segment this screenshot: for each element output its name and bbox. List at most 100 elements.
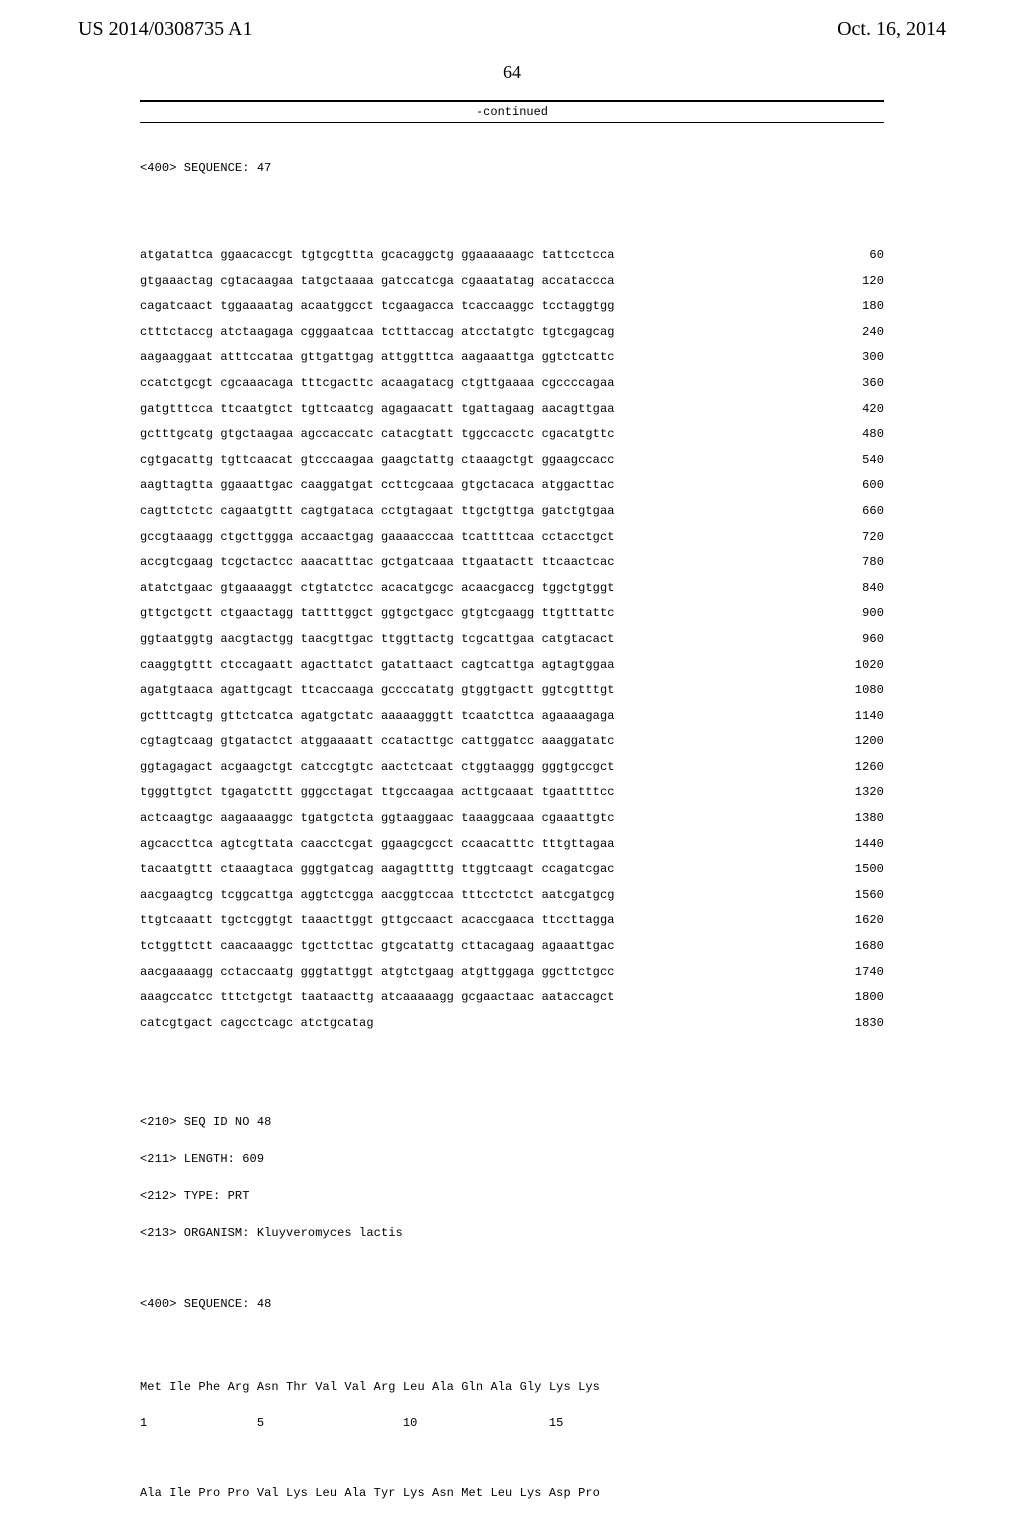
sequence-text: gctttcagtg gttctcatca agatgctatc aaaaagg… [140, 710, 615, 722]
sequence-row: atatctgaac gtgaaaaggt ctgtatctcc acacatg… [140, 582, 884, 594]
sequence-position: 1740 [816, 966, 884, 978]
publication-date: Oct. 16, 2014 [837, 18, 946, 41]
rule-under-continued [140, 122, 884, 123]
sequence-text: actcaagtgc aagaaaaggc tgatgctcta ggtaagg… [140, 812, 615, 824]
sequence-position: 1560 [816, 889, 884, 901]
sequence-row: ggtagagact acgaagctgt catccgtgtc aactctc… [140, 761, 884, 773]
sequence-position: 420 [816, 403, 884, 415]
sequence-text: gtgaaactag cgtacaagaa tatgctaaaa gatccat… [140, 275, 615, 287]
sequence-text: ggtaatggtg aacgtactgg taacgttgac ttggtta… [140, 633, 615, 645]
sequence-row: gctttgcatg gtgctaagaa agccaccatc catacgt… [140, 428, 884, 440]
sequence-row: actcaagtgc aagaaaaggc tgatgctcta ggtaagg… [140, 812, 884, 824]
sequence-row: aacgaagtcg tcggcattga aggtctcgga aacggtc… [140, 889, 884, 901]
sequence-text: tgggttgtct tgagatcttt gggcctagat ttgccaa… [140, 786, 615, 798]
seq-type: <212> TYPE: PRT [140, 1190, 884, 1202]
sequence-row: gttgctgctt ctgaactagg tattttggct ggtgctg… [140, 607, 884, 619]
sequence-position: 1020 [816, 659, 884, 671]
sequence-position: 480 [816, 428, 884, 440]
page: US 2014/0308735 A1 Oct. 16, 2014 64 -con… [0, 0, 1024, 1320]
sequence-text: gctttgcatg gtgctaagaa agccaccatc catacgt… [140, 428, 615, 440]
sequence-row: aacgaaaagg cctaccaatg gggtattggt atgtctg… [140, 966, 884, 978]
sequence-position: 1830 [816, 1017, 884, 1029]
sequence-text: caaggtgttt ctccagaatt agacttatct gatatta… [140, 659, 615, 671]
sequence-position: 360 [816, 377, 884, 389]
sequence-position: 900 [816, 607, 884, 619]
sequence-text: aagaaggaat atttccataa gttgattgag attggtt… [140, 351, 615, 363]
sequence-row: ttgtcaaatt tgctcggtgt taaacttggt gttgcca… [140, 914, 884, 926]
sequence-text: cgtagtcaag gtgatactct atggaaaatt ccatact… [140, 735, 615, 747]
sequence-tag-47: <400> SEQUENCE: 47 [140, 162, 884, 174]
sequence-text: ccatctgcgt cgcaaacaga tttcgacttc acaagat… [140, 377, 615, 389]
protein-row-2: Ala Ile Pro Pro Val Lys Leu Ala Tyr Lys … [140, 1487, 884, 1499]
sequence-row: ggtaatggtg aacgtactgg taacgttgac ttggtta… [140, 633, 884, 645]
sequence-text: cagatcaact tggaaaatag acaatggcct tcgaaga… [140, 300, 615, 312]
sequence-row: ccatctgcgt cgcaaacaga tttcgacttc acaagat… [140, 377, 884, 389]
sequence-text: gccgtaaagg ctgcttggga accaactgag gaaaacc… [140, 531, 615, 543]
continued-header: -continued [140, 100, 884, 123]
sequence-position: 840 [816, 582, 884, 594]
sequence-position: 120 [816, 275, 884, 287]
patent-id: US 2014/0308735 A1 [78, 18, 252, 41]
sequence-row: agcaccttca agtcgttata caacctcgat ggaagcg… [140, 838, 884, 850]
sequence-text: atgatattca ggaacaccgt tgtgcgttta gcacagg… [140, 249, 615, 261]
sequence-position: 1140 [816, 710, 884, 722]
sequence-row: gccgtaaagg ctgcttggga accaactgag gaaaacc… [140, 531, 884, 543]
sequence-tag-48: <400> SEQUENCE: 48 [140, 1298, 884, 1310]
continued-label: -continued [140, 105, 884, 122]
sequence-text: cagttctctc cagaatgttt cagtgataca cctgtag… [140, 505, 615, 517]
sequence-row: tacaatgttt ctaaagtaca gggtgatcag aagagtt… [140, 863, 884, 875]
sequence-position: 960 [816, 633, 884, 645]
sequence-text: aacgaagtcg tcggcattga aggtctcgga aacggtc… [140, 889, 615, 901]
protein-row-1: Met Ile Phe Arg Asn Thr Val Val Arg Leu … [140, 1381, 884, 1393]
sequence-position: 660 [816, 505, 884, 517]
sequence-position: 300 [816, 351, 884, 363]
sequence-row: cgtgacattg tgttcaacat gtcccaagaa gaagcta… [140, 454, 884, 466]
sequence-row: atgatattca ggaacaccgt tgtgcgttta gcacagg… [140, 249, 884, 261]
sequence-text: tacaatgttt ctaaagtaca gggtgatcag aagagtt… [140, 863, 615, 875]
sequence-row: aaagccatcc tttctgctgt taataacttg atcaaaa… [140, 991, 884, 1003]
sequence-position: 1680 [816, 940, 884, 952]
sequence-text: tctggttctt caacaaaggc tgcttcttac gtgcata… [140, 940, 615, 952]
sequence-text: agatgtaaca agattgcagt ttcaccaaga gccccat… [140, 684, 615, 696]
sequence-row: agatgtaaca agattgcagt ttcaccaaga gccccat… [140, 684, 884, 696]
seq-length: <211> LENGTH: 609 [140, 1153, 884, 1165]
sequence-row: accgtcgaag tcgctactcc aaacatttac gctgatc… [140, 556, 884, 568]
sequence-text: catcgtgact cagcctcagc atctgcatag [140, 1017, 374, 1029]
sequence-row: cgtagtcaag gtgatactct atggaaaatt ccatact… [140, 735, 884, 747]
sequence-text: atatctgaac gtgaaaaggt ctgtatctcc acacatg… [140, 582, 615, 594]
sequence-row: aagaaggaat atttccataa gttgattgag attggtt… [140, 351, 884, 363]
sequence-row: caaggtgttt ctccagaatt agacttatct gatatta… [140, 659, 884, 671]
sequence-position: 1260 [816, 761, 884, 773]
sequence-position: 1200 [816, 735, 884, 747]
sequence-row: tgggttgtct tgagatcttt gggcctagat ttgccaa… [140, 786, 884, 798]
sequence-row: cagatcaact tggaaaatag acaatggcct tcgaaga… [140, 300, 884, 312]
sequence-position: 1440 [816, 838, 884, 850]
sequence-position: 600 [816, 479, 884, 491]
page-number: 64 [0, 62, 1024, 83]
sequence-position: 60 [816, 249, 884, 261]
protein-row-1-positions: 1 5 10 15 [140, 1417, 884, 1429]
sequence-text: accgtcgaag tcgctactcc aaacatttac gctgatc… [140, 556, 615, 568]
sequence-position: 720 [816, 531, 884, 543]
seq-organism: <213> ORGANISM: Kluyveromyces lactis [140, 1227, 884, 1239]
sequence-position: 1800 [816, 991, 884, 1003]
sequence-position: 1080 [816, 684, 884, 696]
sequence-text: cgtgacattg tgttcaacat gtcccaagaa gaagcta… [140, 454, 615, 466]
sequence-text: gatgtttcca ttcaatgtct tgttcaatcg agagaac… [140, 403, 615, 415]
sequence-position: 1620 [816, 914, 884, 926]
sequence-position: 180 [816, 300, 884, 312]
sequence-block: <400> SEQUENCE: 47 atgatattca ggaacaccgt… [140, 138, 884, 1523]
sequence-row: gatgtttcca ttcaatgtct tgttcaatcg agagaac… [140, 403, 884, 415]
seq-id-no: <210> SEQ ID NO 48 [140, 1116, 884, 1128]
sequence-position: 780 [816, 556, 884, 568]
sequence-row: gtgaaactag cgtacaagaa tatgctaaaa gatccat… [140, 275, 884, 287]
sequence-row: tctggttctt caacaaaggc tgcttcttac gtgcata… [140, 940, 884, 952]
sequence-text: aacgaaaagg cctaccaatg gggtattggt atgtctg… [140, 966, 615, 978]
sequence-text: gttgctgctt ctgaactagg tattttggct ggtgctg… [140, 607, 615, 619]
sequence-row: cagttctctc cagaatgttt cagtgataca cctgtag… [140, 505, 884, 517]
sequence-text: aaagccatcc tttctgctgt taataacttg atcaaaa… [140, 991, 615, 1003]
sequence-text: aagttagtta ggaaattgac caaggatgat ccttcgc… [140, 479, 615, 491]
sequence-position: 1380 [816, 812, 884, 824]
sequence-row: ctttctaccg atctaagaga cgggaatcaa tctttac… [140, 326, 884, 338]
sequence-position: 1320 [816, 786, 884, 798]
